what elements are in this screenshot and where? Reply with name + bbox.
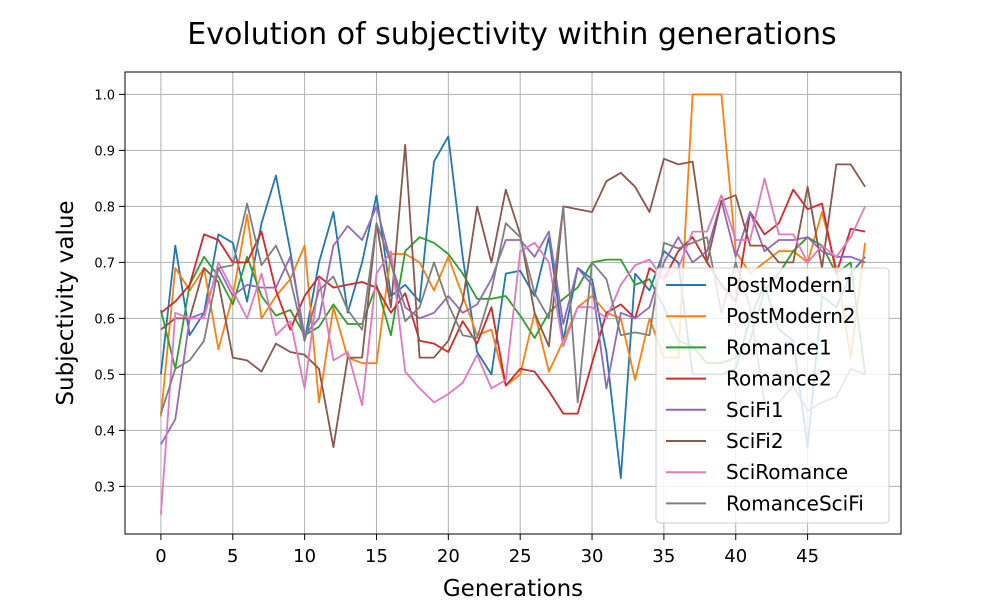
legend-label-scifi1: SciFi1 — [726, 398, 784, 422]
y-tick-label: 0.6 — [94, 312, 115, 327]
x-tick-label: 20 — [437, 546, 460, 567]
x-tick-label: 15 — [365, 546, 388, 567]
series-lines — [160, 93, 866, 515]
series-line-sciromance — [160, 177, 866, 515]
axis-ticks: 0 5 10 15 20 25 30 35 40 45 0.3 0.4 0.5 0.6 0.7 0.8 0.9 1… — [94, 88, 819, 567]
chart-title: Evolution of subjectivity within generat… — [187, 17, 836, 52]
x-tick-label: 45 — [796, 546, 819, 567]
legend-label-romancescifi: RomanceSciFi — [726, 491, 864, 515]
series-line-romance2 — [160, 188, 866, 415]
y-tick-label: 0.9 — [94, 144, 115, 159]
series-line-scifi2 — [160, 143, 866, 449]
legend-label-postmodern1: PostModern1 — [726, 273, 856, 297]
series-line-scifi1 — [160, 199, 866, 445]
legend-box — [655, 267, 890, 524]
legend: PostModern1 PostModern2 Romance1 Romance2 Sc… — [655, 267, 890, 524]
x-tick-label: 35 — [652, 546, 675, 567]
plot-area-frame — [124, 71, 902, 535]
x-tick-label: 5 — [227, 546, 238, 567]
x-tick-label: 0 — [155, 546, 166, 567]
x-tick-label: 10 — [293, 546, 316, 567]
y-tick-label: 0.3 — [94, 480, 115, 495]
y-tick-label: 0.7 — [94, 256, 115, 271]
x-tick-label: 30 — [581, 546, 604, 567]
x-tick-label: 25 — [509, 546, 532, 567]
x-axis-label: Generations — [443, 576, 583, 600]
legend-label-sciromance: SciRomance — [726, 460, 848, 484]
legend-label-romance1: Romance1 — [726, 335, 832, 359]
y-tick-label: 1.0 — [94, 88, 115, 103]
y-tick-label: 0.8 — [94, 200, 115, 215]
y-tick-label: 0.5 — [94, 368, 115, 383]
legend-label-scifi2: SciFi2 — [726, 429, 784, 453]
y-tick-label: 0.4 — [94, 424, 115, 439]
y-axis-label: Subjectivity value — [53, 200, 79, 405]
x-tick-label: 40 — [724, 546, 747, 567]
legend-label-postmodern2: PostModern2 — [726, 304, 856, 328]
legend-label-romance2: Romance2 — [726, 367, 832, 391]
